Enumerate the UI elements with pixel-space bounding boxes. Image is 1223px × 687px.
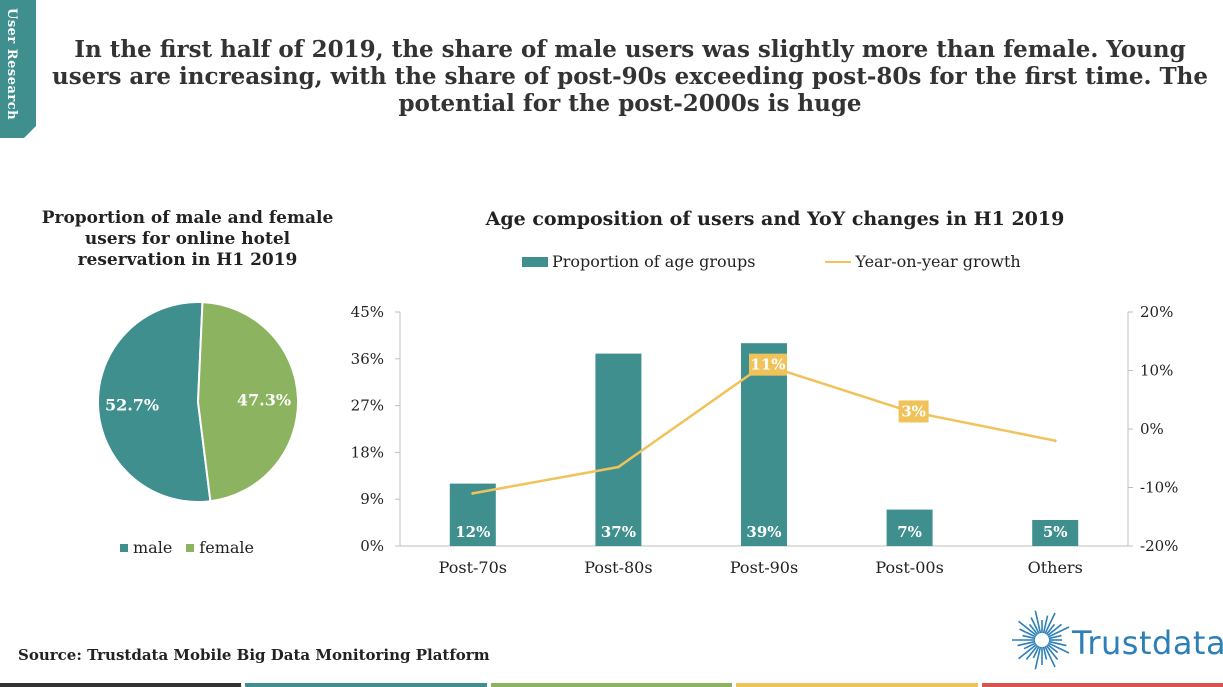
yoy-label-box xyxy=(749,353,787,376)
logo-ray xyxy=(1028,623,1039,636)
legend-label-female: female xyxy=(199,538,254,557)
bottom-color-strip xyxy=(0,683,1223,687)
right-tick-label: -10% xyxy=(1140,479,1178,497)
logo-ray xyxy=(1042,615,1049,634)
bar-Others xyxy=(1032,520,1079,546)
left-tick-label: 9% xyxy=(360,490,384,508)
right-tick-label: 20% xyxy=(1140,303,1173,321)
left-tick-label: 27% xyxy=(351,397,384,415)
bar-chart-title: Age composition of users and YoY changes… xyxy=(485,208,1065,230)
pie-chart-title: Proportion of male and female users for … xyxy=(41,208,334,270)
logo-ray xyxy=(1019,628,1037,638)
bar-value-label: 39% xyxy=(746,523,781,541)
yoy-value-label: 11% xyxy=(750,356,785,374)
bar-value-label: 37% xyxy=(601,523,636,541)
sunburst-logo-icon xyxy=(1012,610,1070,670)
legend-label-age-groups: Proportion of age groups xyxy=(552,252,756,271)
pie-slice-male xyxy=(97,301,212,503)
logo-ray xyxy=(1047,626,1070,638)
pie-label-female: 47.3% xyxy=(237,390,291,409)
right-tick-label: 0% xyxy=(1140,420,1164,438)
logo-ray xyxy=(1045,644,1059,661)
side-tab: User Research xyxy=(0,0,36,138)
legend-item-male: male xyxy=(120,538,172,557)
right-tick-label: -20% xyxy=(1140,537,1178,555)
x-tick-label: Post-80s xyxy=(584,558,652,577)
logo-ray xyxy=(1023,642,1037,650)
legend-item-age-groups: Proportion of age groups xyxy=(522,252,755,271)
logo-ray xyxy=(1046,623,1063,637)
logo-ray xyxy=(1044,612,1056,635)
bar-Post-80s xyxy=(595,353,642,546)
pie-slice-female xyxy=(196,301,299,503)
x-tick-label: Post-90s xyxy=(730,558,798,577)
logo-ray xyxy=(1048,640,1067,647)
legend-label-male: male xyxy=(133,538,173,557)
pie-label-male: 52.7% xyxy=(105,396,159,415)
source-note: Source: Trustdata Mobile Big Data Monito… xyxy=(18,646,490,664)
x-tick-label: Others xyxy=(1028,558,1083,577)
logo-ray xyxy=(1045,623,1056,636)
logo-ray xyxy=(1025,644,1039,661)
left-tick-label: 18% xyxy=(351,443,384,461)
logo-ray xyxy=(1018,620,1038,637)
x-tick-label: Post-00s xyxy=(875,558,943,577)
logo-ray xyxy=(1044,645,1056,668)
bar-Post-90s xyxy=(741,343,787,546)
legend-label-yoy: Year-on-year growth xyxy=(855,252,1021,271)
legend-swatch-line xyxy=(825,260,852,263)
legend-swatch-male xyxy=(120,543,128,552)
logo-ray xyxy=(1017,640,1036,647)
bar-value-label: 5% xyxy=(1043,523,1068,541)
logo-ray xyxy=(1047,642,1070,654)
yoy-point xyxy=(1053,439,1057,443)
legend-item-female: female xyxy=(186,538,254,557)
bar-chart-legend: Proportion of age groups Year-on-year gr… xyxy=(522,252,1021,271)
side-tab-label: User Research xyxy=(4,8,19,121)
left-tick-label: 45% xyxy=(351,303,384,321)
logo-ray xyxy=(1048,634,1062,640)
yoy-point xyxy=(471,491,475,495)
x-tick-label: Post-70s xyxy=(439,558,507,577)
bar-Post-00s xyxy=(886,509,933,546)
logo-ray xyxy=(1022,634,1036,640)
yoy-label-box xyxy=(898,400,929,423)
logo-ray xyxy=(1034,610,1042,634)
logo-ray xyxy=(1032,645,1040,659)
yoy-value-label: 3% xyxy=(901,402,926,420)
trustdata-logo: Trustdata xyxy=(1012,606,1223,672)
left-tick-label: 0% xyxy=(360,537,384,555)
headline: In the first half of 2019, the share of … xyxy=(52,36,1208,117)
logo-ray xyxy=(1046,643,1059,654)
bar-value-label: 12% xyxy=(455,523,490,541)
logo-ray xyxy=(1030,617,1040,635)
legend-item-yoy: Year-on-year growth xyxy=(825,252,1021,271)
left-tick-label: 36% xyxy=(351,350,384,368)
right-tick-label: 10% xyxy=(1140,362,1173,380)
logo-text: Trustdata xyxy=(1072,624,1223,662)
legend-swatch-bar xyxy=(522,256,548,267)
bar-value-label: 7% xyxy=(897,523,922,541)
logo-ray xyxy=(1018,643,1038,660)
logo-ray xyxy=(1042,646,1048,660)
pie-legend: male female xyxy=(120,538,254,557)
logo-ray xyxy=(1034,646,1042,670)
legend-swatch-female xyxy=(186,543,195,552)
yoy-point xyxy=(616,465,620,469)
